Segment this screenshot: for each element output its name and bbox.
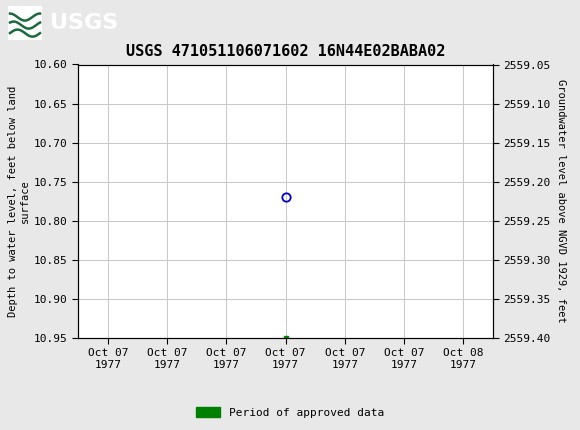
Legend: Period of approved data: Period of approved data (191, 403, 389, 422)
Y-axis label: Groundwater level above NGVD 1929, feet: Groundwater level above NGVD 1929, feet (556, 79, 566, 323)
Y-axis label: Depth to water level, feet below land
surface: Depth to water level, feet below land su… (8, 86, 30, 316)
Title: USGS 471051106071602 16N44E02BABA02: USGS 471051106071602 16N44E02BABA02 (126, 44, 445, 59)
Text: USGS: USGS (50, 12, 118, 33)
Bar (8, 6, 42, 40)
